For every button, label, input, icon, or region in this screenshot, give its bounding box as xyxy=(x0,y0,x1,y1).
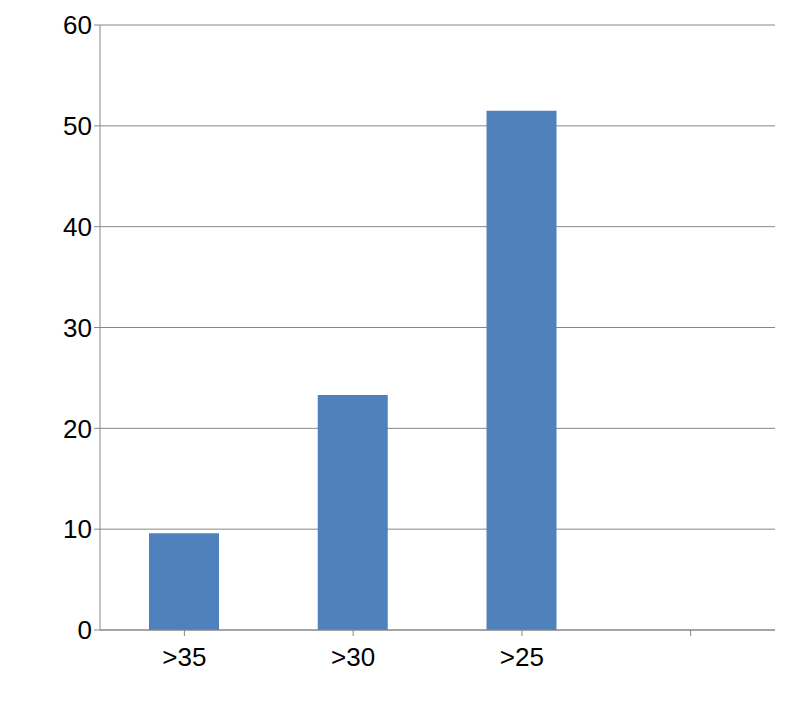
svg-text:>30: >30 xyxy=(331,642,375,672)
svg-text:0: 0 xyxy=(78,615,92,645)
svg-text:30: 30 xyxy=(63,313,92,343)
svg-text:>25: >25 xyxy=(500,642,544,672)
svg-text:50: 50 xyxy=(63,111,92,141)
svg-text:>35: >35 xyxy=(162,642,206,672)
svg-text:60: 60 xyxy=(63,10,92,40)
svg-text:10: 10 xyxy=(63,514,92,544)
svg-text:20: 20 xyxy=(63,414,92,444)
svg-text:40: 40 xyxy=(63,212,92,242)
